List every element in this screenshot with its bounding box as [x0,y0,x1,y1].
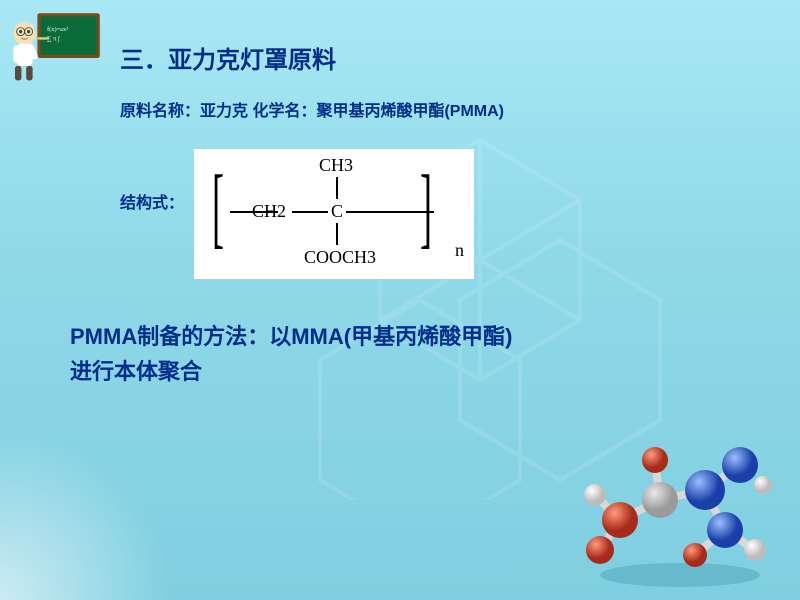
label-cooch3: COOCH3 [304,247,376,268]
svg-text:f(x)=ax²: f(x)=ax² [47,26,68,33]
bond-h-mid [292,211,328,213]
bond-vertical-top [336,177,338,199]
method-line-2: 进行本体聚合 [70,359,202,384]
bond-vertical-bottom [336,223,338,245]
bracket-left: [ [212,162,224,252]
label-ch3: CH3 [319,155,353,176]
label-c: C [331,201,343,222]
bond-h-right [346,211,434,213]
structure-label: 结构式： [120,149,184,213]
structural-formula-diagram: [ ] n CH3 CH2 C COOCH3 [194,149,474,279]
method-line-1: PMMA制备的方法：以MMA(甲基丙烯酸甲酯) [70,324,512,349]
material-name-line: 原料名称：亚力克 化学名：聚甲基丙烯酸甲酯(PMMA) [120,97,760,121]
svg-text:∑ π ∫: ∑ π ∫ [47,35,60,42]
bracket-right: ] [420,162,432,252]
subscript-n: n [455,240,464,261]
section-title: 三．亚力克灯罩原料 [120,40,760,75]
corner-shine-decoration [0,420,220,600]
teacher-chalkboard-decoration: f(x)=ax² ∑ π ∫ [5,10,105,90]
label-ch2: CH2 [252,201,286,222]
preparation-method: PMMA制备的方法：以MMA(甲基丙烯酸甲酯) 进行本体聚合 [70,319,760,389]
molecule-3d-decoration [560,410,780,590]
